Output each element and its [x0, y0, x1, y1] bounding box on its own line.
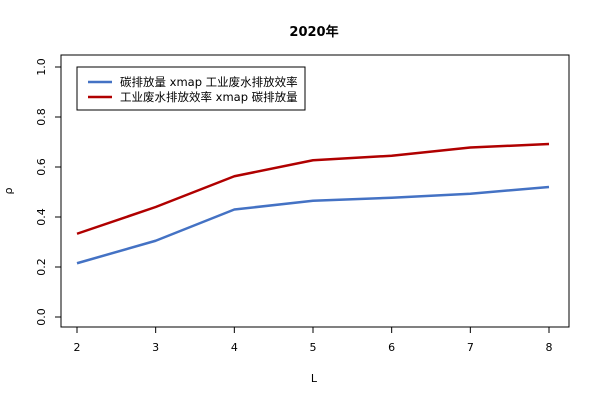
legend: 碳排放量 xmap 工业废水排放效率 工业废水排放效率 xmap 碳排放量 [76, 66, 306, 111]
legend-label-1: 碳排放量 xmap 工业废水排放效率 [120, 75, 298, 89]
series-line-1 [76, 185, 550, 265]
x-tick-label: 2 [74, 341, 81, 354]
x-axis: 2 3 4 5 6 7 8 [74, 326, 553, 354]
x-tick-label: 4 [231, 341, 238, 354]
y-axis-label: ρ [2, 187, 15, 194]
series-line-2 [76, 142, 550, 235]
y-tick-label: 1.0 [35, 58, 48, 76]
y-tick-label: 0.2 [35, 258, 48, 276]
x-tick-label: 7 [467, 341, 474, 354]
y-axis: 0.0 0.2 0.4 0.6 0.8 1.0 [35, 58, 62, 326]
legend-label-2: 工业废水排放效率 xmap 碳排放量 [120, 90, 298, 104]
legend-box [76, 66, 306, 111]
x-tick-label: 5 [310, 341, 317, 354]
x-tick-label: 8 [546, 341, 553, 354]
chart-title: 2020年 [289, 24, 338, 40]
x-axis-label: L [311, 372, 318, 385]
y-tick-label: 0.8 [35, 108, 48, 126]
x-tick-label: 3 [152, 341, 159, 354]
y-tick-label: 0.4 [35, 208, 48, 226]
y-tick-label: 0.6 [35, 158, 48, 176]
y-tick-label: 0.0 [35, 308, 48, 326]
x-tick-label: 6 [388, 341, 395, 354]
series-lines [76, 142, 550, 265]
